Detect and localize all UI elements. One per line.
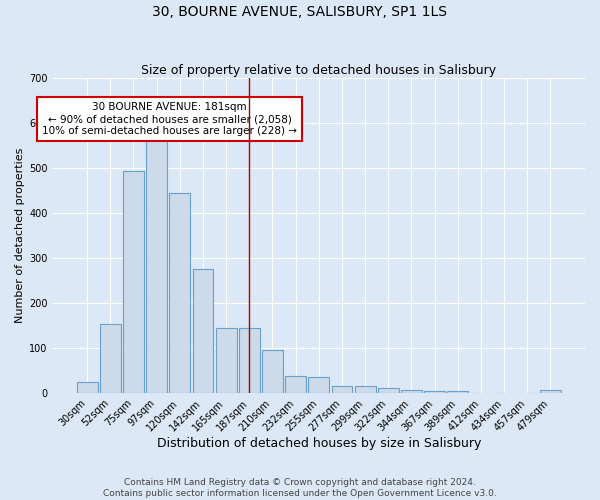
- X-axis label: Distribution of detached houses by size in Salisbury: Distribution of detached houses by size …: [157, 437, 481, 450]
- Bar: [285, 376, 306, 393]
- Bar: [540, 390, 561, 393]
- Bar: [77, 382, 98, 393]
- Bar: [100, 324, 121, 393]
- Bar: [193, 270, 214, 393]
- Bar: [332, 386, 352, 393]
- Text: 30 BOURNE AVENUE: 181sqm
← 90% of detached houses are smaller (2,058)
10% of sem: 30 BOURNE AVENUE: 181sqm ← 90% of detach…: [42, 102, 297, 136]
- Text: 30, BOURNE AVENUE, SALISBURY, SP1 1LS: 30, BOURNE AVENUE, SALISBURY, SP1 1LS: [152, 5, 448, 19]
- Text: Contains HM Land Registry data © Crown copyright and database right 2024.
Contai: Contains HM Land Registry data © Crown c…: [103, 478, 497, 498]
- Bar: [378, 388, 398, 393]
- Bar: [308, 377, 329, 393]
- Bar: [215, 328, 236, 393]
- Bar: [448, 390, 468, 393]
- Bar: [401, 390, 422, 393]
- Bar: [355, 386, 376, 393]
- Bar: [424, 390, 445, 393]
- Bar: [262, 350, 283, 393]
- Bar: [123, 172, 144, 393]
- Title: Size of property relative to detached houses in Salisbury: Size of property relative to detached ho…: [141, 64, 496, 77]
- Bar: [146, 138, 167, 393]
- Bar: [169, 193, 190, 393]
- Bar: [239, 328, 260, 393]
- Y-axis label: Number of detached properties: Number of detached properties: [15, 148, 25, 324]
